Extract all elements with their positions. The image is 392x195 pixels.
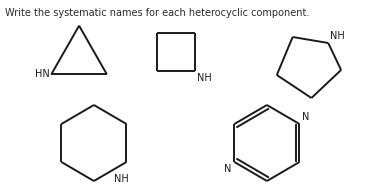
Text: N: N	[224, 164, 231, 174]
Text: NH: NH	[330, 31, 345, 41]
Text: HN: HN	[34, 69, 49, 79]
Text: Write the systematic names for each heterocyclic component.: Write the systematic names for each hete…	[5, 8, 309, 18]
Text: NH: NH	[114, 175, 129, 184]
Text: N: N	[303, 112, 310, 122]
Text: NH: NH	[197, 73, 212, 83]
